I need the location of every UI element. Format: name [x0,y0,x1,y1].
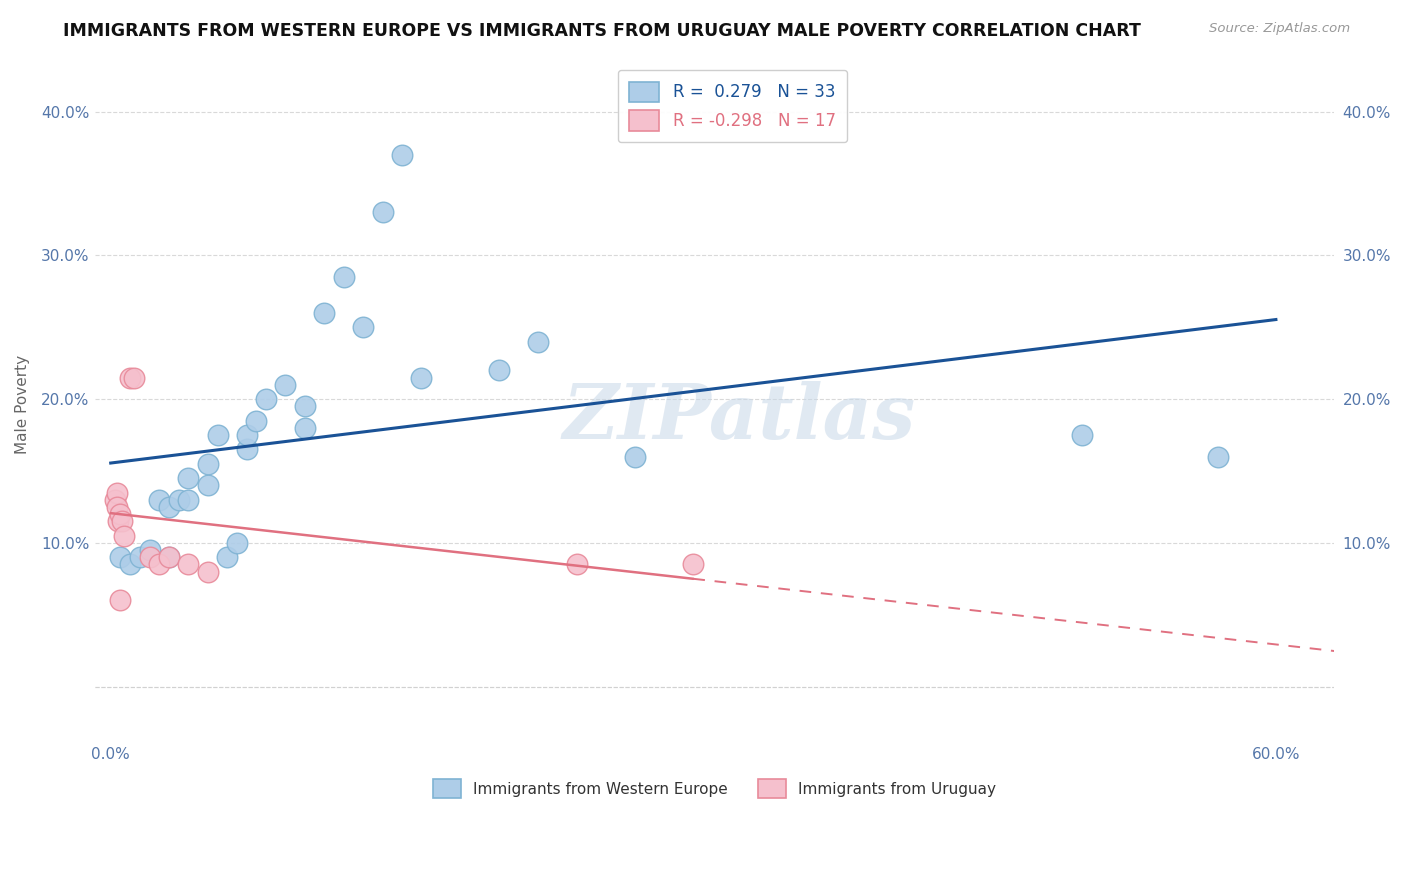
Point [411,370,433,384]
Point [177,492,200,507]
Point [128,550,150,565]
Text: IMMIGRANTS FROM WESTERN EUROPE VS IMMIGRANTS FROM URUGUAY MALE POVERTY CORRELATI: IMMIGRANTS FROM WESTERN EUROPE VS IMMIGR… [63,22,1142,40]
Point [527,334,550,349]
Point [254,392,277,406]
Point [294,421,316,435]
Point [332,269,354,284]
Point [371,205,394,219]
Point [157,500,180,514]
Point [391,147,413,161]
Legend: Immigrants from Western Europe, Immigrants from Uruguay: Immigrants from Western Europe, Immigran… [427,773,1002,805]
Point [352,320,374,334]
Point [120,370,142,384]
Y-axis label: Male Poverty: Male Poverty [15,355,30,454]
Point [235,428,257,442]
Point [207,428,229,442]
Point [148,492,170,507]
Point [217,550,239,565]
Point [197,565,219,579]
Point [245,414,267,428]
Point [177,471,200,485]
Point [105,500,128,514]
Point [624,450,647,464]
Point [105,485,128,500]
Point [682,558,704,572]
Point [488,363,510,377]
Point [107,514,129,528]
Point [197,457,219,471]
Point [148,558,170,572]
Point [157,550,180,565]
Point [167,492,190,507]
Point [122,370,145,384]
Point [110,507,132,521]
Point [110,593,132,607]
Text: ZIPatlas: ZIPatlas [562,381,917,455]
Point [112,528,135,542]
Point [138,550,160,565]
Point [1206,450,1229,464]
Point [235,442,257,457]
Point [103,492,125,507]
Point [274,377,297,392]
Point [110,550,132,565]
Point [1070,428,1092,442]
Point [314,306,336,320]
Point [111,514,134,528]
Point [294,399,316,413]
Point [157,550,180,565]
Point [197,478,219,492]
Text: Source: ZipAtlas.com: Source: ZipAtlas.com [1209,22,1350,36]
Point [565,558,588,572]
Point [177,558,200,572]
Point [138,543,160,558]
Point [120,558,142,572]
Point [226,536,249,550]
